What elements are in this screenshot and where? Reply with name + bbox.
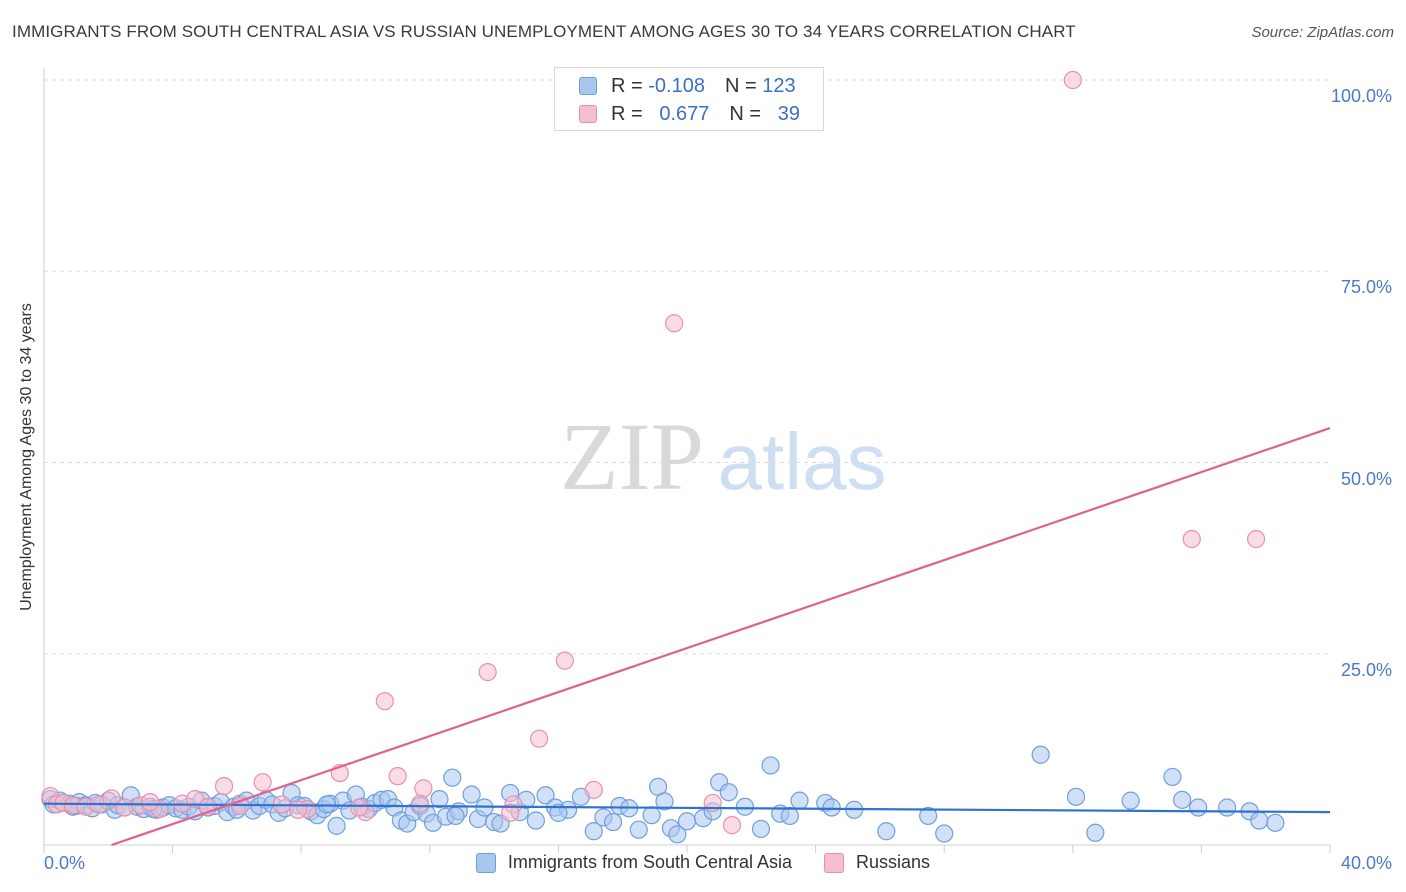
point-immigrants-102 xyxy=(822,798,841,817)
legend: R = -0.108 N = 123 R = 0.677 N = 39 xyxy=(554,67,824,131)
legend-n-label: N = xyxy=(724,74,757,97)
point-immigrants-75 xyxy=(526,811,545,830)
series-blue-points xyxy=(41,745,1285,844)
point-immigrants-82 xyxy=(603,812,623,832)
bottom-legend-label-pink: Russians xyxy=(856,852,931,872)
trend-line-immigrants xyxy=(43,802,1331,814)
legend-r-label: R = xyxy=(611,74,643,97)
point-immigrants-65 xyxy=(443,768,462,787)
legend-n-value-pink: 39 xyxy=(777,102,801,125)
x-tick-max: 40.0% xyxy=(1340,853,1392,873)
bottom-legend-item-blue[interactable]: Immigrants from South Central Asia xyxy=(475,852,793,873)
y-tick-label-25: 25.0% xyxy=(1340,659,1392,680)
point-immigrants-76 xyxy=(536,786,555,805)
point-russians-22 xyxy=(375,692,394,711)
point-russians-13 xyxy=(214,776,234,796)
chart-title: IMMIGRANTS FROM SOUTH CENTRAL ASIA VS RU… xyxy=(12,22,1076,41)
y-tick-label-75: 75.0% xyxy=(1340,277,1392,298)
point-russians-27 xyxy=(555,651,574,670)
point-russians-21 xyxy=(414,779,433,798)
legend-swatch-blue xyxy=(579,77,597,95)
point-immigrants-117 xyxy=(1266,813,1285,832)
point-immigrants-106 xyxy=(935,824,954,843)
point-immigrants-112 xyxy=(1173,790,1192,809)
point-immigrants-105 xyxy=(919,806,938,826)
point-russians-35 xyxy=(288,800,308,819)
point-immigrants-122 xyxy=(446,806,465,826)
gridlines xyxy=(44,79,1330,655)
legend-r-value-pink: 0.677 xyxy=(659,102,710,125)
point-immigrants-109 xyxy=(1086,823,1105,842)
point-immigrants-88 xyxy=(655,792,674,811)
watermark-zip: ZIP xyxy=(560,403,704,510)
point-immigrants-116 xyxy=(1250,811,1269,830)
legend-r-label: R = xyxy=(611,102,643,125)
point-immigrants-80 xyxy=(584,822,603,841)
legend-swatch-pink xyxy=(579,105,597,123)
point-immigrants-97 xyxy=(761,756,780,775)
point-russians-34 xyxy=(1246,529,1266,549)
point-immigrants-86 xyxy=(642,806,661,825)
point-immigrants-111 xyxy=(1163,767,1182,787)
y-tick-label-100: 100.0% xyxy=(1330,86,1392,106)
source-credit: Source: ZipAtlas.com xyxy=(1251,24,1394,41)
point-immigrants-63 xyxy=(430,789,449,809)
point-russians-26 xyxy=(530,729,549,748)
point-russians-15 xyxy=(253,773,272,792)
point-russians-31 xyxy=(722,816,742,835)
point-russians-7 xyxy=(115,798,134,817)
point-russians-38 xyxy=(140,793,160,812)
point-russians-20 xyxy=(388,767,407,786)
point-immigrants-108 xyxy=(1066,787,1086,806)
legend-r-value-blue: -0.108 xyxy=(648,74,705,97)
point-russians-36 xyxy=(349,798,369,817)
watermark: ZIP atlas xyxy=(560,403,886,510)
bottom-legend-item-pink[interactable]: Russians xyxy=(824,852,930,873)
legend-n-label: N = xyxy=(729,102,762,125)
bottom-legend-swatch-pink xyxy=(824,852,845,873)
point-immigrants-113 xyxy=(1189,798,1208,817)
bottom-legend: Immigrants from South Central Asia Russi… xyxy=(0,852,1406,873)
point-russians-29 xyxy=(665,314,684,333)
point-russians-24 xyxy=(478,663,497,682)
legend-n-value-blue: 123 xyxy=(762,74,796,97)
y-tick-label-50: 50.0% xyxy=(1340,468,1392,489)
point-immigrants-107 xyxy=(1031,745,1050,764)
point-immigrants-100 xyxy=(790,791,809,810)
legend-row-pink: R = 0.677 N = 39 xyxy=(579,101,800,127)
point-russians-28 xyxy=(584,780,603,800)
point-immigrants-123 xyxy=(549,803,568,822)
point-immigrants-67 xyxy=(462,785,481,804)
point-immigrants-99 xyxy=(780,806,799,826)
point-russians-23 xyxy=(411,794,430,813)
series-pink-points xyxy=(41,70,1266,835)
point-immigrants-85 xyxy=(629,820,648,839)
legend-row-blue: R = -0.108 N = 123 xyxy=(579,73,796,99)
point-russians-37 xyxy=(501,803,520,822)
point-immigrants-114 xyxy=(1218,798,1237,817)
point-russians-33 xyxy=(1182,529,1201,549)
axes xyxy=(43,68,1331,853)
point-russians-32 xyxy=(1063,70,1082,90)
point-immigrants-90 xyxy=(668,825,687,844)
bottom-legend-swatch-blue xyxy=(475,852,496,873)
x-tick-min: 0.0% xyxy=(44,853,86,873)
bottom-legend-label-blue: Immigrants from South Central Asia xyxy=(507,852,793,872)
point-immigrants-91 xyxy=(677,812,697,831)
point-immigrants-47 xyxy=(327,816,346,835)
point-immigrants-104 xyxy=(877,822,896,841)
point-immigrants-94 xyxy=(719,783,738,802)
point-russians-6 xyxy=(102,789,121,808)
point-immigrants-95 xyxy=(735,797,754,816)
point-immigrants-110 xyxy=(1121,791,1140,810)
trend-lines xyxy=(43,427,1331,847)
trend-line-russians xyxy=(111,427,1331,847)
watermark-atlas: atlas xyxy=(718,417,887,506)
point-immigrants-96 xyxy=(751,819,771,839)
